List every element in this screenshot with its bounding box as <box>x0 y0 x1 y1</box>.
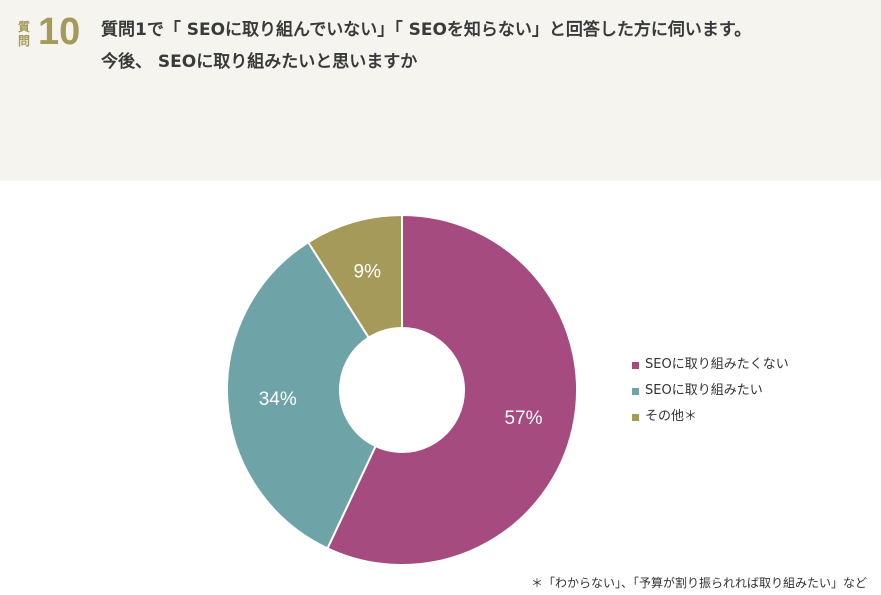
question-header: 質問 10 質問1で「 SEOに取り組んでいない」「 SEOを知らない」と回答し… <box>0 0 881 181</box>
question-text: 質問1で「 SEOに取り組んでいない」「 SEOを知らない」と回答した方に伺いま… <box>101 14 871 78</box>
chart-legend: SEOに取り組みたくない SEOに取り組みたい その他＊ <box>632 352 789 430</box>
legend-label: その他＊ <box>645 409 698 424</box>
legend-item: その他＊ <box>632 404 789 430</box>
footnote: ＊「わからない」、「予算が割り振られれば取り組みたい」など <box>530 576 867 590</box>
slice-value-label: 34% <box>259 389 297 410</box>
question-line-2: 今後、 SEOに取り組みたいと思いますか <box>101 52 418 72</box>
legend-item: SEOに取り組みたい <box>632 378 789 404</box>
legend-swatch <box>632 387 639 395</box>
pie-slice <box>306 213 403 340</box>
slice-value-label: 57% <box>504 408 542 429</box>
question-line-1: 質問1で「 SEOに取り組んでいない」「 SEOを知らない」と回答した方に伺いま… <box>101 20 752 40</box>
donut-chart: 57% 34% 9% <box>226 213 578 566</box>
legend-label: SEOに取り組みたい <box>645 383 763 398</box>
legend-label: SEOに取り組みたくない <box>645 357 789 372</box>
slice-value-label: 9% <box>354 261 382 282</box>
question-number: 10 <box>38 11 81 53</box>
legend-swatch <box>632 413 639 421</box>
legend-swatch <box>632 361 639 369</box>
question-label: 質問 <box>17 20 30 48</box>
pie-slice <box>226 240 377 550</box>
legend-item: SEOに取り組みたくない <box>632 352 789 378</box>
pie-slice <box>326 213 578 566</box>
